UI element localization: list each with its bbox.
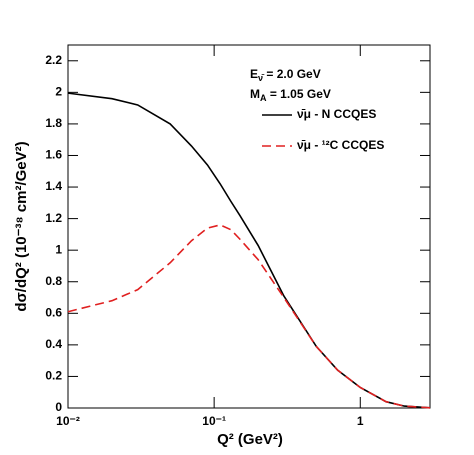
y-tick-label: 1.8 <box>45 116 62 130</box>
y-tick-label: 0.2 <box>45 369 62 383</box>
x-tick-label: 1 <box>357 414 364 428</box>
x-axis-title: Q² (GeV²) <box>217 431 283 448</box>
legend-label: ν̄μ - ¹²C CCQES <box>297 138 384 152</box>
annotation-part: = 2.0 GeV <box>263 67 321 81</box>
y-tick-label: 0.4 <box>45 337 62 351</box>
annotation-part: ν̄ <box>258 73 265 83</box>
y-tick-label: 0.8 <box>45 274 62 288</box>
y-tick-label: 1.6 <box>45 148 62 162</box>
legend-label: ν̄μ - N CCQES <box>297 107 376 121</box>
y-tick-label: 1 <box>55 242 62 256</box>
x-tick-label: 10⁻¹ <box>202 414 226 428</box>
y-tick-label: 1.2 <box>45 211 62 225</box>
y-tick-label: 0 <box>55 400 62 414</box>
series-line <box>67 224 431 409</box>
annotation-part: M <box>250 87 260 101</box>
annotation: Eν̄ = 2.0 GeV <box>250 67 321 83</box>
annotation: MA = 1.05 GeV <box>250 87 331 103</box>
annotation-part: = 1.05 GeV <box>267 87 331 101</box>
y-tick-label: 1.4 <box>45 179 62 193</box>
y-axis-title: dσ/dQ² (10⁻³⁸ cm²/GeV²) <box>13 141 30 311</box>
annotation-part: A <box>260 93 267 103</box>
plot-frame <box>67 44 431 409</box>
y-tick-label: 2.2 <box>45 53 62 67</box>
annotation-part: E <box>250 67 258 81</box>
y-tick-label: 0.6 <box>45 305 62 319</box>
y-tick-label: 2 <box>55 85 62 99</box>
x-tick-label: 10⁻² <box>56 414 80 428</box>
